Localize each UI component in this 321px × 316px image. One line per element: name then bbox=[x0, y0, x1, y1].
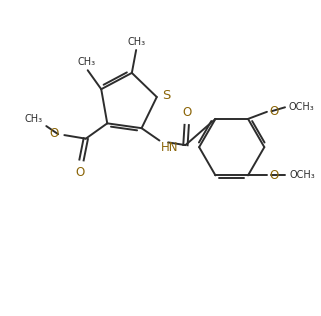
Text: O: O bbox=[269, 105, 279, 118]
Text: HN: HN bbox=[161, 142, 178, 155]
Text: CH₃: CH₃ bbox=[77, 57, 95, 67]
Text: O: O bbox=[182, 106, 191, 119]
Text: OCH₃: OCH₃ bbox=[289, 102, 315, 112]
Text: O: O bbox=[49, 127, 59, 140]
Text: S: S bbox=[162, 89, 171, 102]
Text: CH₃: CH₃ bbox=[127, 37, 145, 47]
Text: CH₃: CH₃ bbox=[24, 113, 43, 124]
Text: OCH₃: OCH₃ bbox=[289, 170, 315, 180]
Text: O: O bbox=[75, 166, 85, 179]
Text: O: O bbox=[269, 169, 278, 182]
